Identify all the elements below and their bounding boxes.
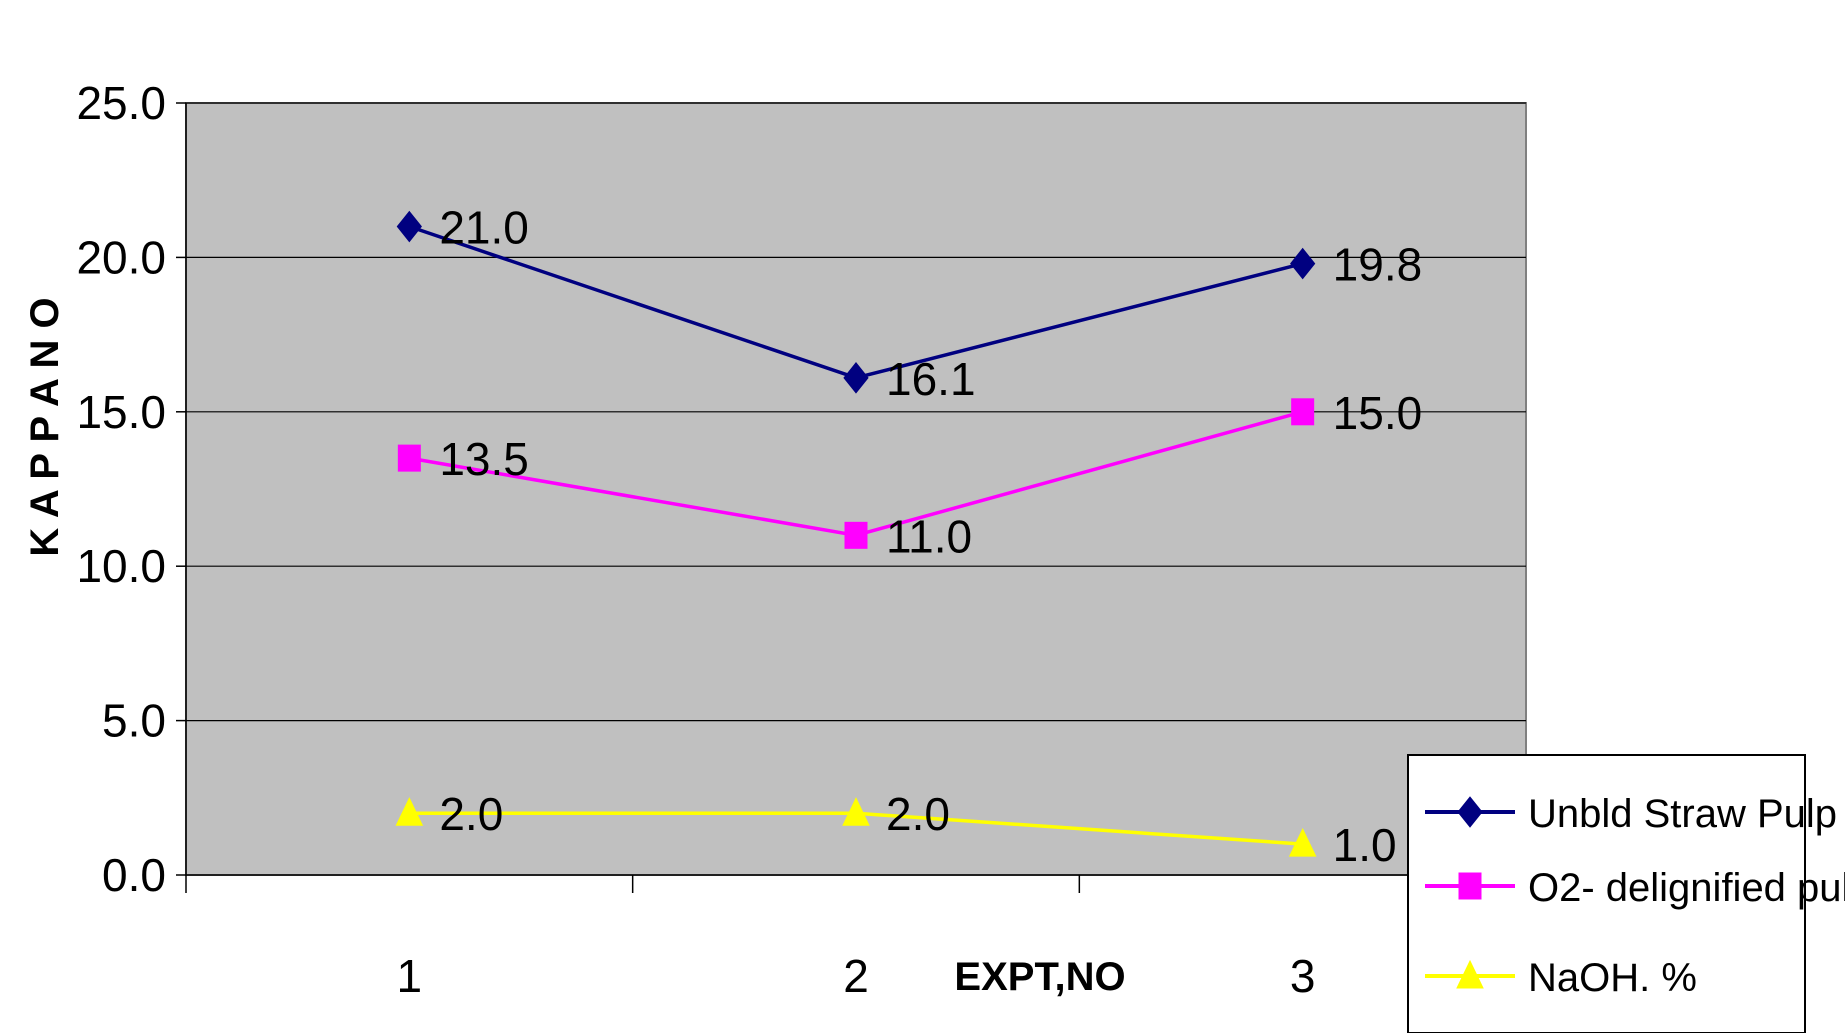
y-tick-label: 15.0: [76, 386, 166, 438]
series-1: 21.0 16.1 19.8: [396, 202, 1423, 405]
y-tick-label: 0.0: [102, 849, 166, 901]
data-label: 11.0: [886, 510, 972, 562]
x-tick-label: 1: [397, 950, 423, 1002]
data-label: 21.0: [439, 202, 529, 254]
data-label: 15.0: [1333, 387, 1423, 439]
legend-label: Unbld Straw Pulp: [1528, 792, 1837, 836]
legend-items: Unbld Straw Pulp O2- delignified pulp NaOH…: [1425, 792, 1845, 1000]
legend-item: Unbld Straw Pulp: [1425, 792, 1837, 836]
data-label: 19.8: [1333, 239, 1423, 291]
y-tick-labels: 0.0 5.0 10.0 15.0 20.0 25.0: [76, 77, 166, 901]
legend-item: NaOH. %: [1425, 956, 1697, 1000]
data-point: [844, 521, 868, 549]
data-point: [1288, 827, 1317, 857]
data-label: 1.0: [1333, 819, 1397, 871]
legend: Unbld Straw Pulp O2- delignified pulp NaOH…: [1407, 754, 1845, 1033]
legend-label: O2- delignified pulp: [1528, 866, 1845, 910]
legend-marker: [1457, 796, 1483, 828]
data-point: [396, 210, 422, 243]
x-tick-label: 3: [1290, 950, 1316, 1002]
y-tick-label: 25.0: [76, 77, 166, 129]
series-3: 2.0 2.0 1.0: [395, 788, 1397, 871]
data-label: 2.0: [439, 788, 503, 840]
axes: [176, 102, 1527, 893]
legend-item: O2- delignified pulp: [1425, 866, 1845, 910]
legend-marker: [1456, 959, 1484, 989]
x-tick-label: 2: [843, 950, 869, 1002]
plot-area: [185, 102, 1527, 876]
data-point: [397, 444, 421, 472]
legend-label: NaOH. %: [1528, 956, 1697, 1000]
data-label: 13.5: [439, 433, 529, 485]
data-label: 2.0: [886, 788, 950, 840]
y-tick-label: 20.0: [76, 231, 166, 283]
y-axis-title: K A P P A N O: [23, 297, 67, 556]
data-point: [1290, 247, 1316, 280]
y-tick-label: 5.0: [102, 695, 166, 747]
data-point: [842, 797, 870, 826]
data-point: [395, 797, 424, 826]
data-label: 16.1: [886, 353, 976, 405]
x-axis-title: EXPT,NO: [954, 955, 1125, 999]
legend-marker: [1458, 872, 1482, 900]
data-point: [843, 362, 869, 394]
x-tick-labels: 1 2 3: [397, 950, 1316, 1002]
y-tick-label: 10.0: [76, 540, 166, 592]
series-group: 21.0 16.1 19.8 13.5 11.0 15.0 2.0 2.0 1.0: [395, 202, 1423, 871]
data-point: [1291, 398, 1315, 426]
series-2: 13.5 11.0 15.0: [397, 387, 1423, 562]
